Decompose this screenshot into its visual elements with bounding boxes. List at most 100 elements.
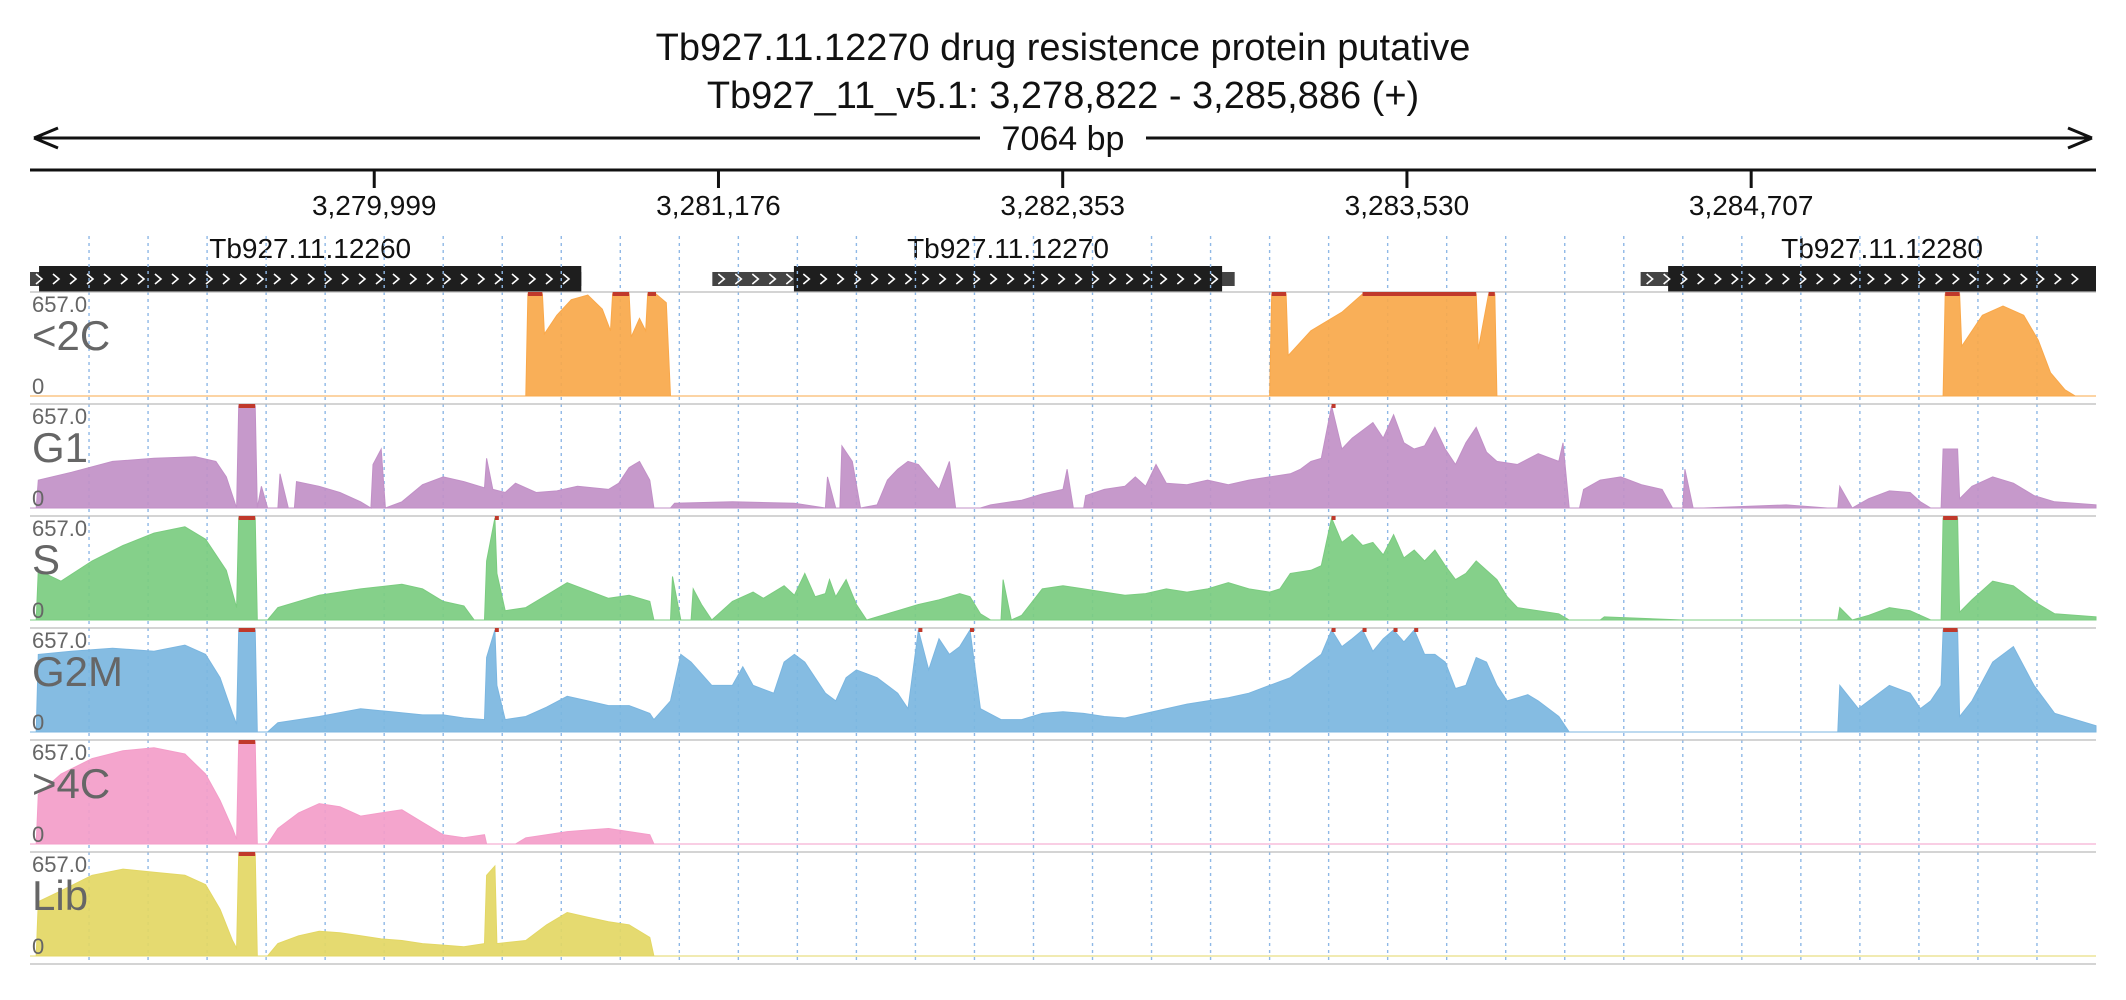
track-ymin-label: 0 xyxy=(32,822,44,847)
span-ruler: 7064 bp xyxy=(30,120,2096,172)
track-1: 657.0 0 G1 xyxy=(30,403,2097,511)
strand-arrow-icon xyxy=(1142,273,1151,285)
strand-arrow-icon xyxy=(1799,273,1807,285)
x-tick-label: 3,279,999 xyxy=(312,190,437,221)
gene-cds xyxy=(1668,266,2096,292)
track-ymin-label: 0 xyxy=(32,486,44,511)
track-4: 657.0 0 >4C xyxy=(30,739,2096,847)
strand-arrow-icon xyxy=(1765,273,1773,285)
strand-arrow-icon xyxy=(1023,273,1032,285)
track-name-label: G1 xyxy=(32,424,88,471)
clipped-peak-marker xyxy=(1362,628,1367,632)
x-axis-ticks: 3,279,999 3,281,176 3,282,353 3,283,530 3,28… xyxy=(312,170,1813,221)
strand-arrow-icon xyxy=(1986,273,1994,285)
strand-arrow-icon xyxy=(273,273,282,285)
strand-arrow-icon xyxy=(103,273,112,285)
clipped-peak-marker xyxy=(238,404,256,408)
strand-arrow-icon xyxy=(511,273,520,285)
strand-arrow-icon xyxy=(1714,273,1722,285)
strand-arrow-icon xyxy=(1918,273,1926,285)
gene-cds xyxy=(793,266,1223,292)
coverage-area xyxy=(30,741,2096,845)
track-2: 657.0 0 S xyxy=(30,515,2097,623)
clipped-peak-marker xyxy=(1943,516,1958,520)
x-tick-label: 3,283,530 xyxy=(1345,190,1470,221)
chart-title: Tb927.11.12270 drug resistence protein p… xyxy=(656,27,1471,69)
strand-arrow-icon xyxy=(751,273,760,285)
strand-arrow-icon xyxy=(2054,273,2062,285)
strand-arrow-icon xyxy=(545,273,554,285)
clipped-peak-marker xyxy=(1393,628,1398,632)
x-tick-label: 3,281,176 xyxy=(656,190,781,221)
strand-arrow-icon xyxy=(528,273,537,285)
gene-Tb927.11.12280: Tb927.11.12280 xyxy=(1640,233,2096,292)
strand-arrow-icon xyxy=(1884,273,1892,285)
coverage-area xyxy=(30,516,2097,621)
coverage-area xyxy=(30,405,2097,509)
arrow-left-icon xyxy=(33,126,59,150)
strand-arrow-icon xyxy=(137,273,146,285)
clipped-peak-marker xyxy=(1488,292,1495,296)
strand-arrow-icon xyxy=(1697,273,1705,285)
clipped-peak-marker xyxy=(1362,292,1477,296)
strand-arrow-icon xyxy=(1125,273,1134,285)
clipped-peak-marker xyxy=(1414,628,1419,632)
strand-arrow-icon xyxy=(1091,273,1100,285)
coverage-area xyxy=(30,293,2096,397)
clipped-peak-marker xyxy=(1331,404,1336,408)
strand-arrow-icon xyxy=(1731,273,1739,285)
strand-arrow-icon xyxy=(870,273,879,285)
track-name-label: <2C xyxy=(32,312,110,359)
clipped-peak-marker xyxy=(238,740,256,744)
strand-arrow-icon xyxy=(409,273,418,285)
clipped-peak-marker xyxy=(1331,628,1336,632)
clipped-peak-marker xyxy=(647,292,656,296)
strand-arrow-icon xyxy=(1210,273,1219,285)
track-ymax-label: 657.0 xyxy=(32,852,87,877)
strand-arrow-icon xyxy=(426,273,435,285)
clipped-peak-marker xyxy=(1271,292,1287,296)
strand-arrow-icon xyxy=(1969,273,1977,285)
strand-arrow-icon xyxy=(171,273,180,285)
strand-arrow-icon xyxy=(222,273,231,285)
strand-arrow-icon xyxy=(819,273,828,285)
strand-arrow-icon xyxy=(1850,273,1858,285)
track-ymin-label: 0 xyxy=(32,598,44,623)
coverage-area xyxy=(30,628,2097,733)
gene-label: Tb927.11.12260 xyxy=(209,233,411,264)
strand-arrow-icon xyxy=(307,273,316,285)
clipped-peak-marker xyxy=(1945,292,1960,296)
track-ymax-label: 657.0 xyxy=(32,404,87,429)
strand-arrow-icon xyxy=(972,273,981,285)
strand-arrow-icon xyxy=(853,273,862,285)
strand-arrow-icon xyxy=(154,273,163,285)
track-ymax-label: 657.0 xyxy=(32,740,87,765)
strand-arrow-icon xyxy=(1193,273,1202,285)
strand-arrow-icon xyxy=(1006,273,1015,285)
track-3: 657.0 0 G2M xyxy=(30,627,2097,735)
strand-arrow-icon xyxy=(256,273,265,285)
strand-arrow-icon xyxy=(2020,273,2028,285)
strand-arrow-icon xyxy=(494,273,503,285)
coverage-tracks: 657.00<2C657.00G1657.00S657.00G2M657.00>… xyxy=(30,236,2097,965)
clipped-peak-marker xyxy=(238,852,256,856)
x-tick-label: 3,282,353 xyxy=(1000,190,1125,221)
strand-arrow-icon xyxy=(239,273,248,285)
strand-arrow-icon xyxy=(2037,273,2045,285)
strand-arrow-icon xyxy=(1901,273,1909,285)
strand-arrow-icon xyxy=(477,273,486,285)
strand-arrow-icon xyxy=(1108,273,1117,285)
strand-arrow-icon xyxy=(392,273,401,285)
track-ymin-label: 0 xyxy=(32,710,44,735)
arrow-right-icon xyxy=(2067,126,2093,150)
strand-arrow-icon xyxy=(1074,273,1083,285)
track-ymax-label: 657.0 xyxy=(32,292,87,317)
gene-label: Tb927.11.12270 xyxy=(907,233,1109,264)
track-name-label: >4C xyxy=(32,760,110,807)
strand-arrow-icon xyxy=(717,273,726,285)
strand-arrow-icon xyxy=(938,273,947,285)
clipped-peak-marker xyxy=(238,516,256,520)
track-ymin-label: 0 xyxy=(32,934,44,959)
clipped-peak-marker xyxy=(238,628,256,632)
strand-arrow-icon xyxy=(460,273,469,285)
